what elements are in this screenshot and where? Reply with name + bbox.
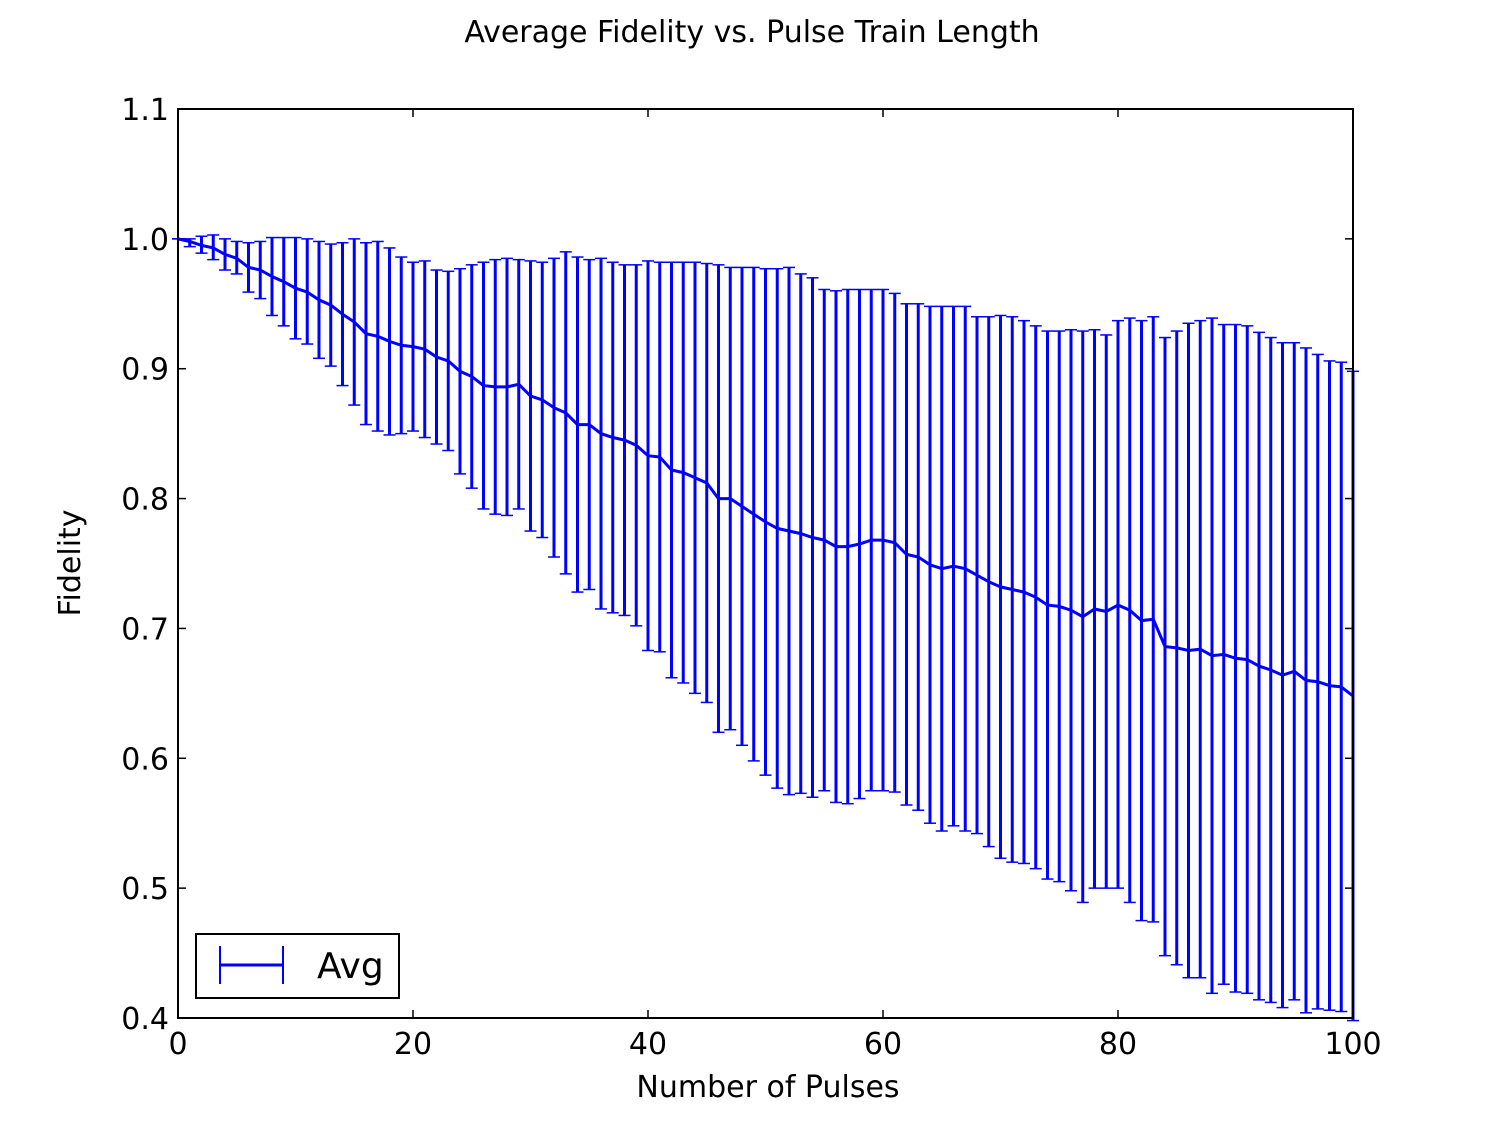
x-tick-label: 20 bbox=[394, 1027, 432, 1062]
avg-series-line bbox=[177, 237, 1354, 698]
x-tick-label: 100 bbox=[1324, 1027, 1381, 1062]
error-bars bbox=[172, 234, 1359, 1022]
legend-label-avg: Avg bbox=[317, 946, 384, 987]
y-tick-label: 0.5 bbox=[121, 872, 169, 907]
x-tick-label: 60 bbox=[864, 1027, 902, 1062]
y-axis-label: Fidelity bbox=[53, 509, 88, 616]
chart-title: Average Fidelity vs. Pulse Train Length bbox=[464, 15, 1039, 50]
plot-frame bbox=[177, 108, 1354, 1019]
y-tick-label: 0.4 bbox=[121, 1002, 169, 1037]
y-tick-label: 0.9 bbox=[121, 353, 169, 388]
y-tick-label: 0.8 bbox=[121, 483, 169, 518]
tick-labels: 0 20 40 60 80 100 0.4 0.5 0.6 0.7 0.8 0.9 1.0 1.1 bbox=[121, 93, 1381, 1062]
y-tick-label: 1.1 bbox=[121, 93, 169, 128]
legend: Avg bbox=[195, 933, 400, 999]
x-tick-label: 80 bbox=[1099, 1027, 1137, 1062]
x-tick-label: 40 bbox=[629, 1027, 667, 1062]
y-tick-label: 0.6 bbox=[121, 742, 169, 777]
y-tick-label: 1.0 bbox=[121, 223, 169, 258]
y-tick-label: 0.7 bbox=[121, 612, 169, 647]
x-axis-label: Number of Pulses bbox=[636, 1070, 899, 1105]
x-tick-label: 0 bbox=[168, 1027, 187, 1062]
